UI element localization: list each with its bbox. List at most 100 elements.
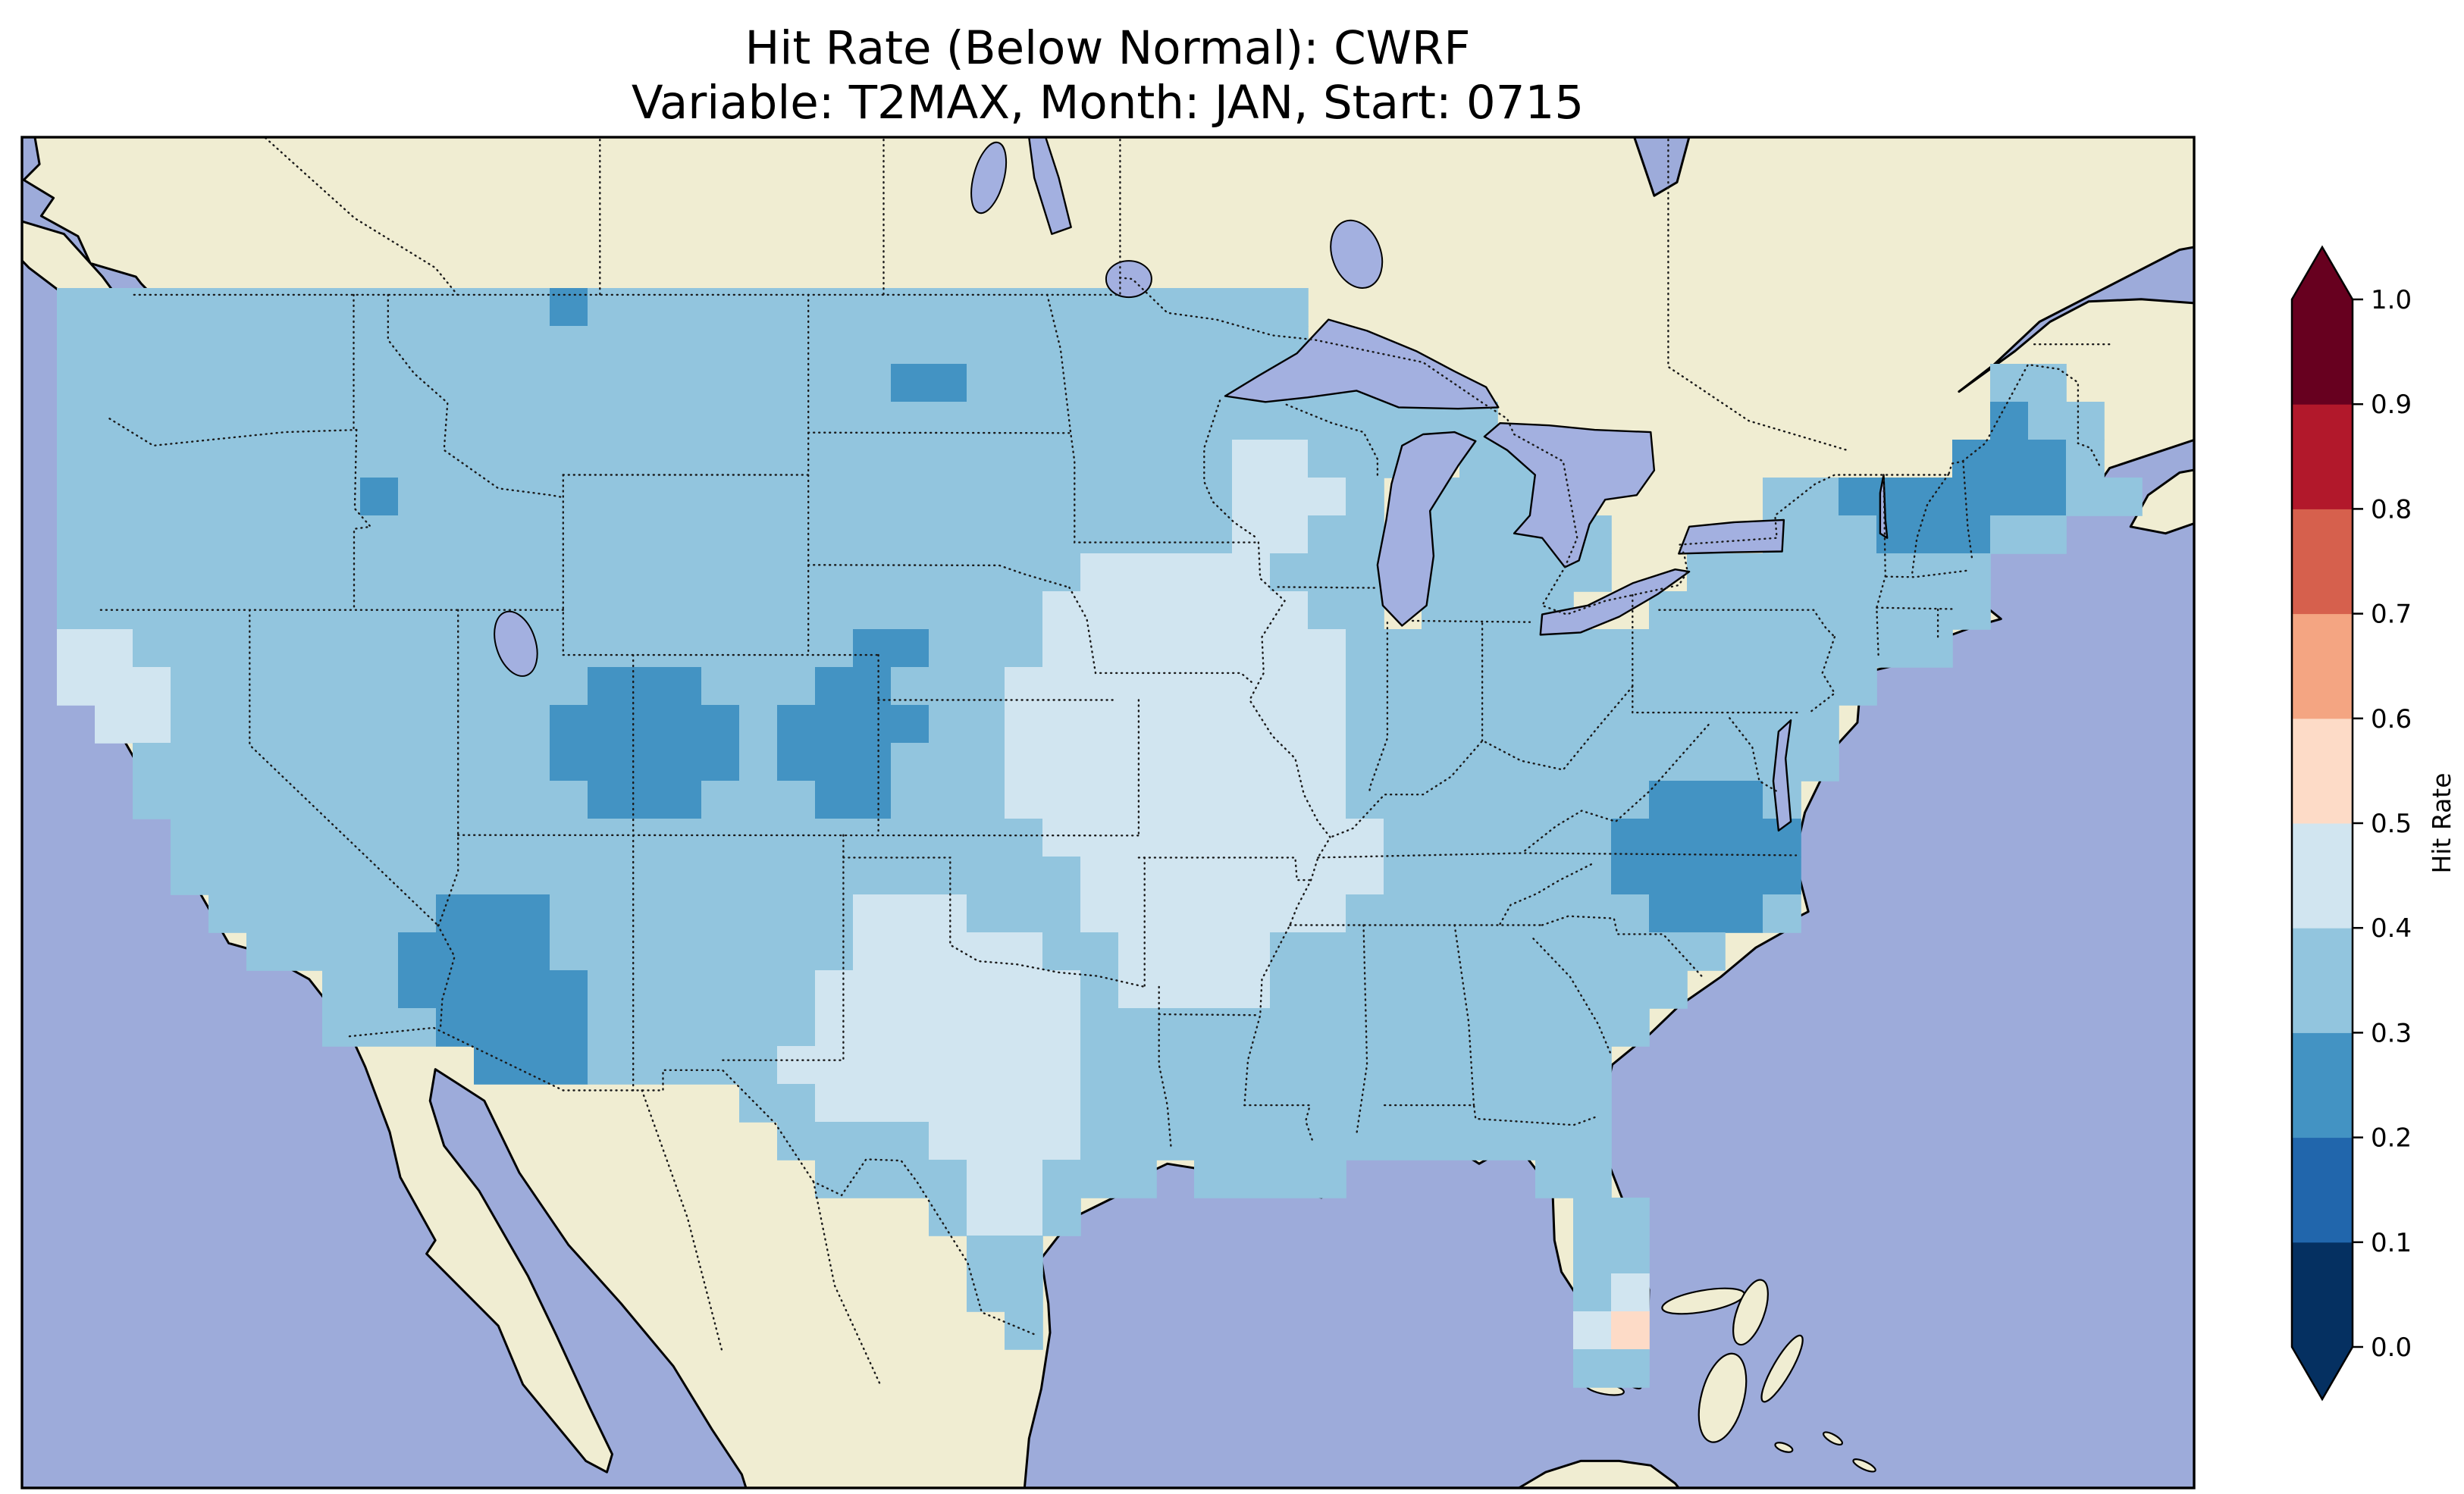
lake: [1105, 260, 1152, 299]
admin-border: [1137, 857, 1312, 882]
lake-ontario: [1678, 518, 1785, 555]
grid-cells: [701, 667, 816, 706]
grid-cells: [1270, 932, 1726, 971]
grid-cells: [1763, 478, 1839, 516]
grid-cells: [1118, 932, 1271, 971]
admin-border: [1876, 474, 1887, 656]
grid-cells: [550, 288, 588, 327]
admin-border: [1658, 609, 1836, 638]
grid-cells: [1990, 364, 2067, 402]
admin-border: [353, 428, 373, 611]
grid-cells: [1232, 478, 1346, 516]
grid-cells: [2066, 440, 2105, 478]
island: [1852, 1458, 1876, 1473]
grid-cells: [1649, 591, 1991, 630]
admin-border: [1046, 293, 1260, 543]
grid-cells: [2066, 478, 2143, 516]
grid-cells: [1649, 894, 1763, 933]
grid-cells: [967, 894, 1081, 933]
grid-cells: [1687, 553, 1991, 592]
colorbar-segment: [2292, 404, 2353, 509]
grid-cells: [929, 705, 1005, 744]
grid-cells: [929, 629, 1043, 668]
admin-border: [1068, 586, 1252, 683]
grid-cells: [1346, 894, 1650, 933]
colorbar-tick-label: 0.6: [2371, 704, 2412, 734]
colorbar-tick-label: 0.3: [2371, 1018, 2412, 1048]
grid-cells: [1990, 402, 2029, 440]
admin-border: [842, 857, 1146, 988]
grid-cells: [588, 970, 816, 1009]
grid-cells: [815, 1160, 967, 1198]
grid-cells: [1573, 1236, 1650, 1274]
grid-cells: [1005, 743, 1346, 781]
grid-cells: [550, 894, 854, 933]
grid-cells: [853, 894, 967, 933]
admin-border: [1243, 1104, 1315, 1145]
grid-cells: [1346, 478, 1384, 516]
grid-cells: [550, 743, 740, 781]
admin-border: [1329, 685, 1634, 838]
admin-border: [807, 431, 1072, 434]
grid-cells: [1080, 1122, 1612, 1160]
admin-border: [641, 1089, 724, 1355]
grid-cells: [1005, 705, 1346, 744]
grid-cells: [891, 364, 967, 402]
island: [1823, 1431, 1843, 1446]
lake: [1330, 219, 1384, 289]
island: [1732, 1279, 1769, 1346]
grid-cells: [739, 1084, 816, 1123]
grid-cells: [777, 1122, 929, 1160]
grid-cells: [1839, 478, 2067, 516]
grid-cells: [1232, 515, 1309, 554]
grid-cells: [1573, 1349, 1650, 1388]
admin-border: [1355, 924, 1368, 1135]
grid-cells: [1080, 1084, 1612, 1123]
grid-cells: [1270, 970, 1688, 1009]
grid-cells: [1346, 781, 1650, 819]
grid-cells: [853, 932, 1043, 971]
grid-cells: [398, 478, 1233, 516]
grid-cells: [133, 743, 550, 781]
admin-border: [1667, 137, 1848, 451]
grid-cells: [57, 478, 361, 516]
grid-cells: [1990, 515, 2067, 554]
grid-cells: [891, 743, 1005, 781]
admin-border: [1158, 985, 1172, 1147]
lake: [494, 610, 538, 677]
grid-cells: [322, 970, 399, 1009]
colorbar: 0.0 0.1 0.2 0.3 0.4 0.5 0.6 0.7 0.8 0.9 1.0 Hit Rat…: [2290, 245, 2456, 1402]
grid-cells: [1080, 553, 1271, 592]
grid-cells: [1042, 932, 1119, 971]
grid-cells: [815, 970, 1081, 1009]
colorbar-segment: [2292, 1032, 2353, 1139]
admin-border: [1532, 938, 1613, 1057]
grid-cells: [1118, 970, 1271, 1009]
grid-cells: [1194, 1160, 1346, 1198]
colorbar-tick-label: 0.0: [2371, 1333, 2412, 1363]
admin-border: [108, 418, 358, 447]
grid-cells: [777, 743, 892, 781]
admin-border: [1729, 717, 1780, 794]
admin-border: [1203, 399, 1258, 539]
colorbar-segment: [2292, 1242, 2353, 1348]
figure-title: Hit Rate (Below Normal): CWRF: [745, 21, 1471, 75]
admin-border: [1317, 852, 1798, 859]
grid-cells: [701, 781, 816, 819]
grid-cells: [57, 364, 892, 402]
colorbar-segment: [2292, 509, 2353, 615]
grid-cells: [1649, 781, 1763, 819]
grid-cells: [171, 857, 1081, 895]
grid-cells: [588, 667, 702, 706]
grid-cells: [1763, 894, 1801, 933]
grid-cells: [1611, 819, 1801, 857]
admin-border: [807, 564, 1071, 589]
grid-cells: [550, 932, 854, 971]
grid-cells: [739, 743, 778, 781]
grid-cells: [1232, 440, 1309, 478]
grid-cells: [777, 705, 929, 744]
grid-cells: [95, 705, 171, 744]
grid-cells: [1080, 1046, 1612, 1085]
grid-cells: [1042, 591, 1309, 630]
grid-cells: [1611, 1273, 1650, 1312]
